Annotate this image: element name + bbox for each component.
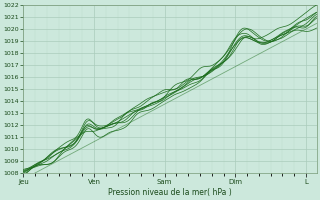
- X-axis label: Pression niveau de la mer( hPa ): Pression niveau de la mer( hPa ): [108, 188, 232, 197]
